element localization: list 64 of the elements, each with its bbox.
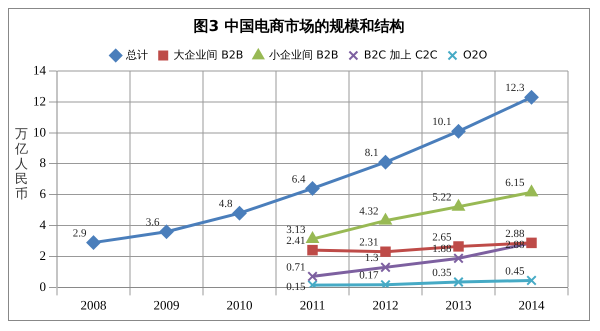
data-label: 0.15: [286, 280, 306, 293]
x-tick-label: 2010: [226, 298, 252, 313]
point: [452, 200, 465, 211]
data-label: 4.32: [359, 206, 378, 218]
y-tick-label: 10: [33, 124, 46, 140]
data-label: 12.3: [505, 82, 525, 94]
legend-label: 总计: [125, 48, 148, 62]
point: [452, 124, 466, 138]
point: [307, 244, 318, 256]
data-label: 6.15: [505, 177, 525, 190]
data-label: 0.17: [359, 270, 379, 282]
point: [380, 262, 391, 273]
data-label: 10.1: [432, 116, 452, 128]
data-label: 2.9: [72, 227, 87, 240]
data-label: 8.1: [364, 147, 378, 160]
point: [453, 241, 464, 252]
point: [378, 155, 392, 170]
point: [524, 90, 538, 104]
legend-label: O2O: [462, 48, 488, 62]
point: [526, 275, 537, 286]
data-label: 0.35: [432, 266, 452, 279]
y-tick-label: 12: [33, 93, 46, 108]
point: [86, 236, 100, 250]
y-tick-label: 4: [40, 216, 46, 232]
point: [380, 280, 391, 288]
data-label: 1.3: [364, 252, 379, 264]
data-label: 3.6: [146, 216, 160, 229]
data-label: 2.31: [359, 236, 378, 249]
point: [453, 253, 464, 264]
chart-title: 图3 中国电商市场的规模和结构: [194, 16, 404, 35]
data-label: 2.88: [505, 228, 525, 240]
x-tick-label: 2011: [300, 298, 326, 313]
data-label: 4.8: [218, 198, 233, 210]
y-tick-label: 0: [40, 278, 46, 294]
point: [380, 246, 391, 257]
point: [232, 206, 246, 220]
y-tick-label: 8: [40, 155, 46, 170]
data-label: 0.71: [286, 261, 306, 274]
y-tick-label: 2: [40, 248, 46, 263]
point: [160, 224, 174, 239]
legend-label: 小企业间 B2B: [268, 48, 338, 62]
data-label: 6.4: [292, 173, 306, 186]
x-tick-label: 2009: [154, 298, 180, 313]
point: [306, 232, 319, 244]
data-label: 0.45: [505, 265, 525, 278]
y-tick-label: 14: [33, 62, 46, 78]
x-tick-label: 2014: [518, 298, 545, 313]
data-label: 5.22: [432, 192, 452, 204]
data-label: 2.41: [286, 235, 306, 248]
point: [453, 276, 464, 288]
data-label: 2.65: [432, 231, 452, 244]
point: [306, 181, 320, 196]
x-tick-label: 2012: [372, 298, 398, 313]
data-label: 3.13: [286, 224, 306, 236]
point: [525, 185, 538, 196]
y-tick-label: 6: [40, 186, 46, 202]
y-axis-title: 万亿人民币: [15, 127, 28, 202]
point: [307, 280, 318, 288]
legend-label: B2C 加上 C2C: [364, 48, 438, 62]
point: [307, 271, 318, 282]
x-tick-label: 2013: [446, 298, 472, 313]
legend-label: 大企业间 B2B: [174, 48, 244, 62]
x-tick-label: 2008: [80, 298, 106, 313]
point: [379, 214, 392, 225]
